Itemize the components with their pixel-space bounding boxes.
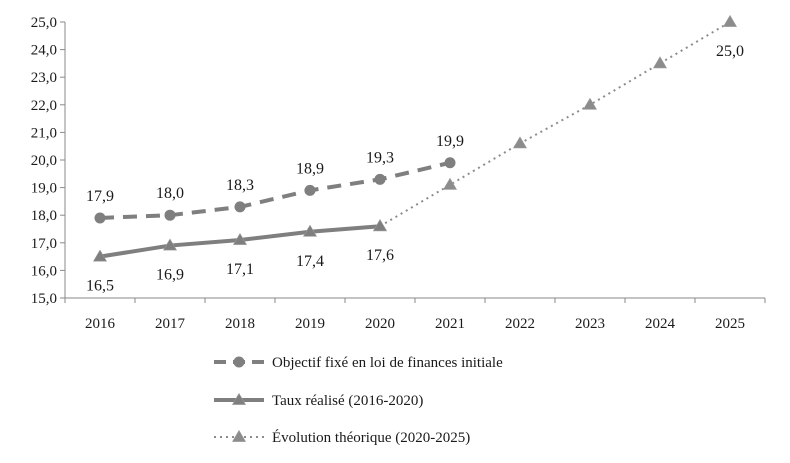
x-tick-label: 2023 [575,316,605,332]
data-label: 17,6 [366,247,394,264]
data-point [304,184,316,196]
y-tick-label: 21,0 [31,125,57,141]
y-tick-label: 20,0 [31,153,57,169]
y-tick-label: 24,0 [31,43,57,59]
y-tick-label: 16,0 [31,263,57,279]
x-tick-label: 2020 [365,316,395,332]
y-tick-label: 25,0 [31,15,57,31]
data-label: 17,9 [86,188,114,205]
x-tick-label: 2017 [155,316,186,332]
data-point [162,238,178,251]
data-point [722,14,738,27]
data-point [92,249,108,262]
y-tick-label: 15,0 [31,291,57,307]
series-line [99,160,451,220]
series-line [379,21,731,228]
x-tick-label: 2016 [85,316,116,332]
data-point [164,209,176,221]
series-2 [92,219,388,262]
data-label: 16,9 [156,267,184,284]
data-label: 17,1 [226,261,254,278]
legend-label: Objectif fixé en loi de finances initial… [272,355,503,371]
data-point [94,212,106,224]
chart-series [92,14,738,262]
y-tick-label: 18,0 [31,208,57,224]
y-tick-label: 22,0 [31,98,57,114]
data-label: 19,9 [436,133,464,150]
data-label: 25,0 [716,43,744,60]
data-point [372,219,388,232]
x-tick-label: 2025 [715,316,745,332]
data-point [302,224,318,237]
legend-label: Taux réalisé (2016-2020) [272,393,423,409]
legend-label: Évolution théorique (2020-2025) [272,429,470,446]
data-point [512,136,528,149]
data-point [442,177,458,190]
data-point [582,97,598,110]
data-label: 18,0 [156,185,184,202]
legend-marker [231,429,247,442]
data-label: 18,3 [226,177,254,194]
data-label: 16,5 [86,278,114,295]
data-point [652,56,668,69]
legend-marker [231,392,247,405]
data-point [232,232,248,245]
data-label: 19,3 [366,149,394,166]
series-1 [94,157,456,224]
x-tick-label: 2021 [435,316,465,332]
data-point [374,173,386,185]
series-3 [372,14,738,232]
x-tick-label: 2024 [645,316,676,332]
x-tick-label: 2018 [225,316,255,332]
y-tick-label: 19,0 [31,181,57,197]
data-label: 17,4 [296,253,324,270]
chart-data-labels: 25,0 16,5 16,9 17,1 17,4 17,6 17,9 18,0 18,3 18,9… [86,43,744,295]
legend-marker [233,356,245,368]
legend-item-3: Évolution théorique (2020-2025) [214,429,470,446]
legend-item-2: Taux réalisé (2016-2020) [214,392,423,409]
data-label: 18,9 [296,160,324,177]
data-point [234,201,246,213]
data-point [444,157,456,169]
chart-legend: Objectif fixé en loi de finances initial… [214,355,503,446]
x-tick-label: 2019 [295,316,325,332]
x-tick-label: 2022 [505,316,535,332]
legend-item-1: Objectif fixé en loi de finances initial… [214,355,503,371]
y-tick-label: 23,0 [31,70,57,86]
chart-axes: 15,0 16,0 17,0 18,0 19,0 20,0 21,0 22,0 23,0 24,0… [31,15,766,332]
y-tick-label: 17,0 [31,236,57,252]
